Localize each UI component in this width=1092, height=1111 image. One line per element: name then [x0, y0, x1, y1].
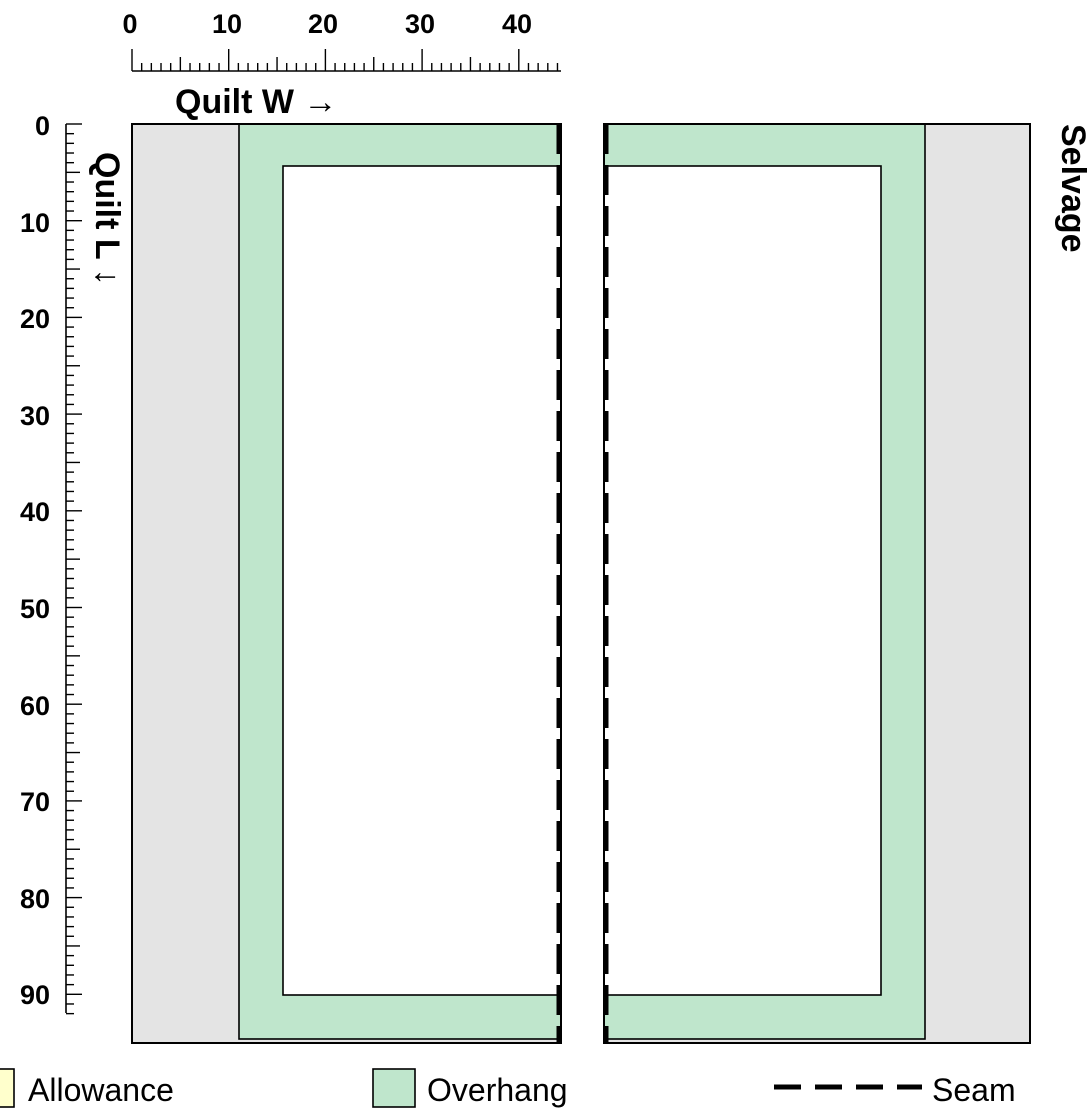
- y-tick-label-80: 80: [20, 884, 50, 914]
- x-axis-title: Quilt W →: [175, 83, 337, 121]
- y-tick-label-30: 30: [20, 401, 50, 431]
- y-axis-title: Quilt L ↓: [88, 152, 126, 285]
- x-tick-label-0: 0: [122, 9, 137, 39]
- y-tick-label-10: 10: [20, 208, 50, 238]
- selvage-label: Selvage: [1054, 124, 1092, 253]
- y-ruler-ticks: [66, 123, 82, 1015]
- x-tick-label-10: 10: [212, 9, 242, 39]
- legend: Allowance Overhang Seam: [0, 1068, 1016, 1108]
- left-quilt-top: [282, 165, 562, 996]
- x-ruler-ticks: [131, 49, 559, 71]
- y-tick-label-0: 0: [35, 111, 50, 141]
- y-tick-label-90: 90: [20, 980, 50, 1010]
- x-tick-label-20: 20: [308, 9, 338, 39]
- x-tick-label-30: 30: [405, 9, 435, 39]
- legend-allowance-swatch: [0, 1068, 15, 1108]
- right-quilt-top: [603, 165, 882, 996]
- legend-overhang-swatch: [372, 1068, 416, 1108]
- y-tick-label-40: 40: [20, 497, 50, 527]
- left-fabric-panel: [131, 123, 562, 1044]
- legend-allowance-label: Allowance: [28, 1072, 174, 1108]
- y-tick-label-20: 20: [20, 304, 50, 334]
- x-tick-label-40: 40: [502, 9, 532, 39]
- y-ruler: 0 10 20 30 40 50 60 70 80 90 Quilt L ↓: [20, 111, 126, 1015]
- y-tick-label-70: 70: [20, 787, 50, 817]
- y-tick-label-50: 50: [20, 594, 50, 624]
- x-ruler: 0 10 20 30 40 Quilt W →: [122, 9, 561, 121]
- legend-overhang-label: Overhang: [427, 1072, 568, 1108]
- y-tick-label-60: 60: [20, 691, 50, 721]
- legend-seam-label: Seam: [932, 1072, 1016, 1108]
- right-fabric-panel: [603, 123, 1031, 1044]
